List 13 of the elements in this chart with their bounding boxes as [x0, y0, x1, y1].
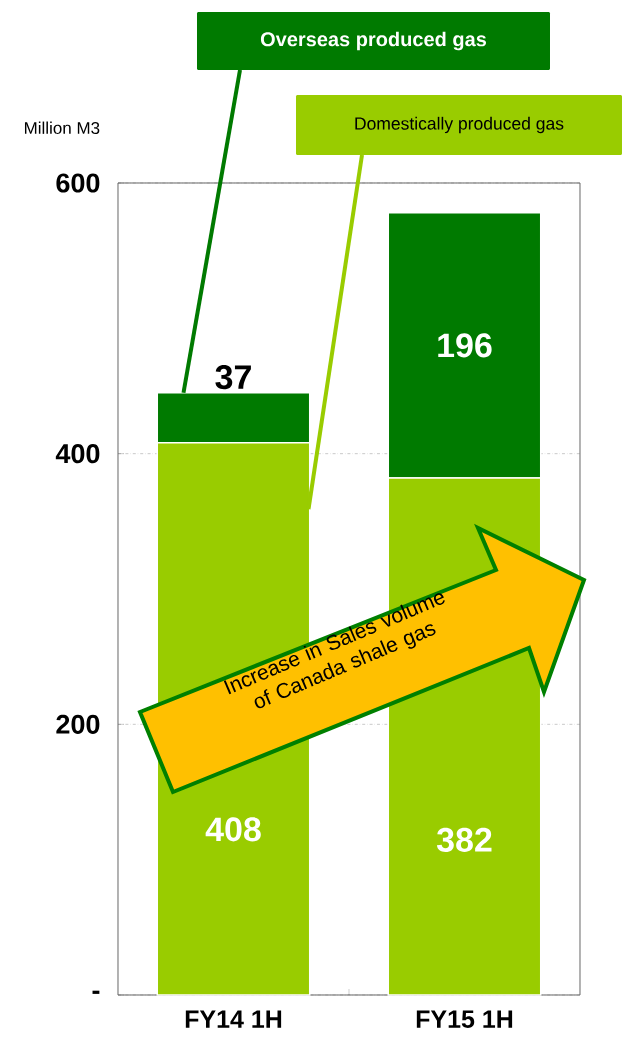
x-tick-label: FY14 1H	[185, 1010, 282, 1028]
data-label: 37	[215, 365, 251, 390]
text: Overseas produced gas	[260, 31, 487, 51]
x-tick-label: FY15 1H	[416, 1010, 513, 1028]
data-label: 408	[205, 817, 261, 842]
text: Domestically produced gas	[355, 116, 564, 134]
y-tick-label: 600	[56, 173, 100, 193]
y-tick-label: -	[92, 990, 100, 994]
y-tick-label: 400	[55, 444, 100, 464]
data-label: 196	[438, 333, 492, 358]
y-tick-label: 200	[56, 714, 100, 734]
data-label: 382	[436, 827, 492, 852]
y-axis-title: Million M3	[24, 121, 100, 135]
